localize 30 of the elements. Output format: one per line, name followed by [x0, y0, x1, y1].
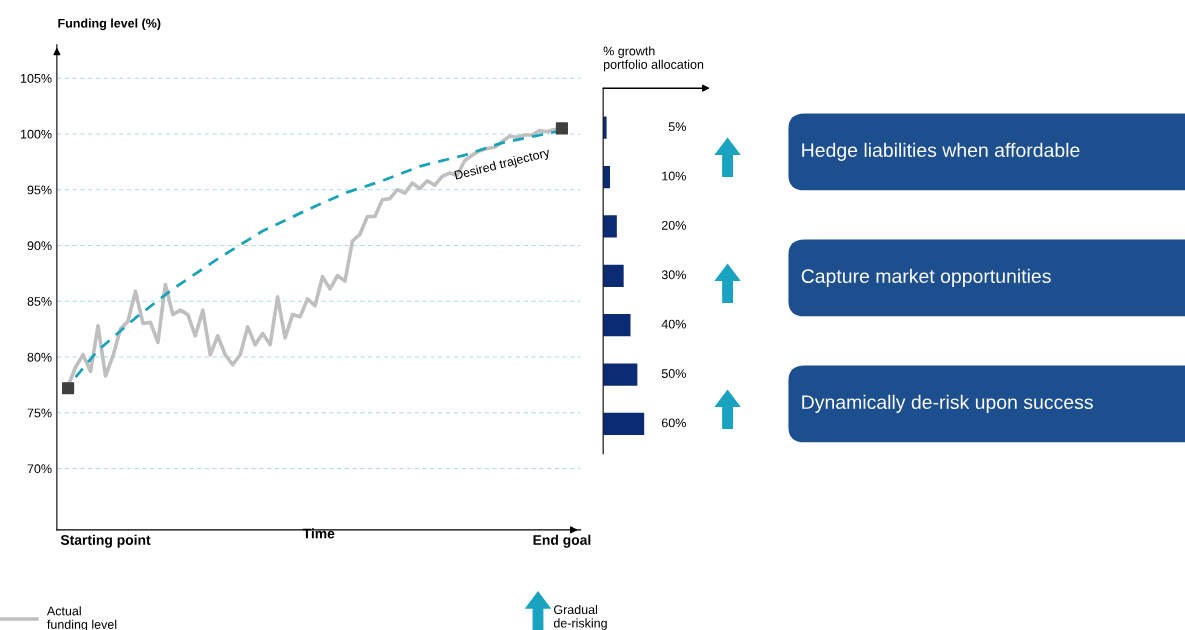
y-tick-label: 100% [21, 129, 52, 139]
y-tick-label: 95% [27, 185, 52, 195]
y-tick-label: 80% [27, 352, 52, 362]
y-tick-label: 90% [27, 241, 52, 251]
data-label: 10% [662, 171, 686, 181]
text: Gradual de-risking [553, 604, 607, 630]
text: Dynamically de-risk upon success [802, 394, 1093, 413]
y-tick-label: 75% [27, 408, 52, 418]
y-tick-label: 85% [27, 297, 52, 306]
text: Desired trajectory [454, 147, 551, 183]
data-label: 60% [661, 418, 686, 428]
data-label: 20% [661, 220, 686, 230]
y-tick-label: 105% [21, 73, 52, 83]
text: Hedge liabilities when affordable [802, 142, 1080, 161]
chart-title: % growth portfolio allocation [603, 46, 704, 72]
bar [603, 314, 631, 337]
data-label: 50% [661, 369, 686, 378]
data-label: 5% [668, 122, 686, 132]
data-label: 30% [661, 270, 686, 280]
data-label: 40% [661, 319, 686, 329]
x-axis-title: Time [302, 528, 335, 539]
bar [603, 412, 645, 436]
y-axis-title: Funding level (%) [58, 18, 161, 31]
bar [603, 363, 638, 386]
bar [603, 215, 617, 238]
x-tick-label: End goal [533, 534, 591, 548]
text: Capture market opportunities [801, 268, 1051, 287]
bar [603, 264, 624, 287]
x-tick-label: Starting point [60, 534, 151, 548]
y-tick-label: 70% [27, 464, 52, 474]
